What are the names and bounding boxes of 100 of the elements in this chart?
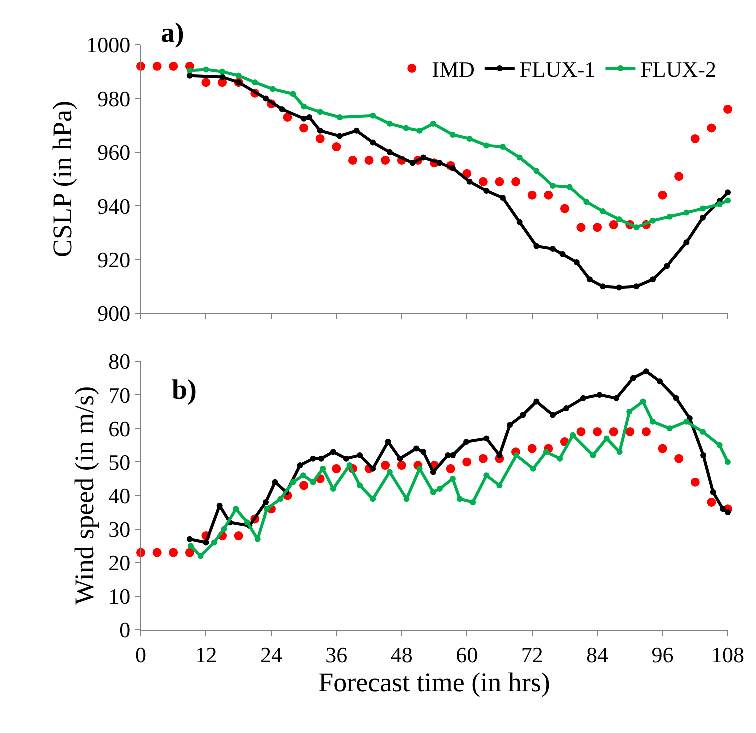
point [430, 120, 436, 127]
point [710, 489, 716, 496]
y-tick-label: 1000 [86, 32, 131, 58]
point [484, 436, 490, 442]
point [263, 96, 270, 102]
point [642, 427, 651, 436]
point [466, 136, 473, 142]
point [234, 532, 244, 541]
point [634, 284, 640, 290]
point [290, 91, 296, 98]
point [616, 216, 622, 223]
point [272, 479, 278, 486]
point [576, 223, 586, 232]
point [370, 112, 376, 119]
x-tick-label: 84 [586, 642, 609, 668]
point [564, 405, 570, 412]
point [534, 243, 540, 250]
y-tick-label: 30 [108, 517, 131, 542]
point [643, 368, 650, 375]
point [534, 398, 540, 405]
point [436, 160, 443, 166]
point [604, 436, 610, 442]
point [348, 156, 358, 165]
point [586, 276, 593, 283]
point [464, 439, 470, 446]
point [666, 426, 673, 432]
point [550, 412, 556, 418]
point [300, 472, 307, 479]
point [410, 160, 416, 166]
point [169, 62, 178, 71]
point [152, 62, 162, 71]
x-tick-label: 96 [652, 642, 674, 668]
point [316, 134, 325, 144]
point [386, 469, 393, 476]
legend-label: FLUX-1 [520, 57, 596, 82]
point [716, 442, 723, 448]
point [310, 456, 316, 462]
point [397, 461, 406, 470]
point [233, 506, 240, 512]
point [221, 526, 228, 532]
point [664, 263, 670, 270]
point [381, 461, 390, 470]
point [318, 456, 324, 462]
point [478, 454, 488, 464]
point [514, 452, 520, 458]
point [336, 114, 343, 120]
point [450, 132, 456, 138]
y-tick-label: 60 [108, 416, 131, 442]
point [593, 223, 602, 232]
point [370, 466, 376, 472]
point [301, 116, 308, 122]
point [186, 536, 193, 542]
y-tick-label: 900 [98, 301, 131, 326]
point [169, 548, 178, 558]
point [616, 284, 622, 291]
point [457, 496, 464, 502]
point [576, 427, 586, 436]
point [152, 548, 162, 558]
point [202, 78, 211, 88]
point [301, 104, 308, 110]
point [357, 482, 364, 489]
point [725, 190, 731, 196]
point [674, 454, 684, 464]
point [186, 68, 193, 74]
point [690, 478, 700, 487]
point [484, 142, 490, 149]
y-tick-label: 40 [108, 483, 131, 508]
point [566, 184, 573, 190]
point [198, 553, 204, 560]
point [370, 140, 376, 146]
point [528, 444, 537, 454]
point [700, 452, 707, 458]
point [385, 439, 392, 446]
point [700, 428, 706, 435]
point [185, 548, 194, 558]
point [450, 166, 456, 172]
point [211, 540, 218, 546]
point [650, 276, 656, 283]
y-tick-label: 20 [108, 550, 131, 576]
y-tick-label: 960 [98, 140, 131, 166]
point [684, 418, 690, 425]
point [516, 219, 523, 226]
point [397, 456, 404, 462]
point [500, 195, 506, 202]
legend-label: IMD [432, 57, 475, 82]
point [609, 427, 618, 436]
x-tick-label: 48 [390, 642, 413, 668]
point [450, 476, 456, 482]
x-tick-label: 36 [326, 642, 348, 668]
point [357, 452, 364, 458]
point [297, 462, 304, 469]
point [658, 444, 668, 454]
point [263, 499, 270, 506]
point [283, 112, 292, 122]
point [557, 456, 564, 462]
point [496, 482, 503, 489]
point [420, 154, 427, 161]
point [543, 449, 550, 456]
point [596, 392, 603, 398]
point [724, 104, 732, 114]
